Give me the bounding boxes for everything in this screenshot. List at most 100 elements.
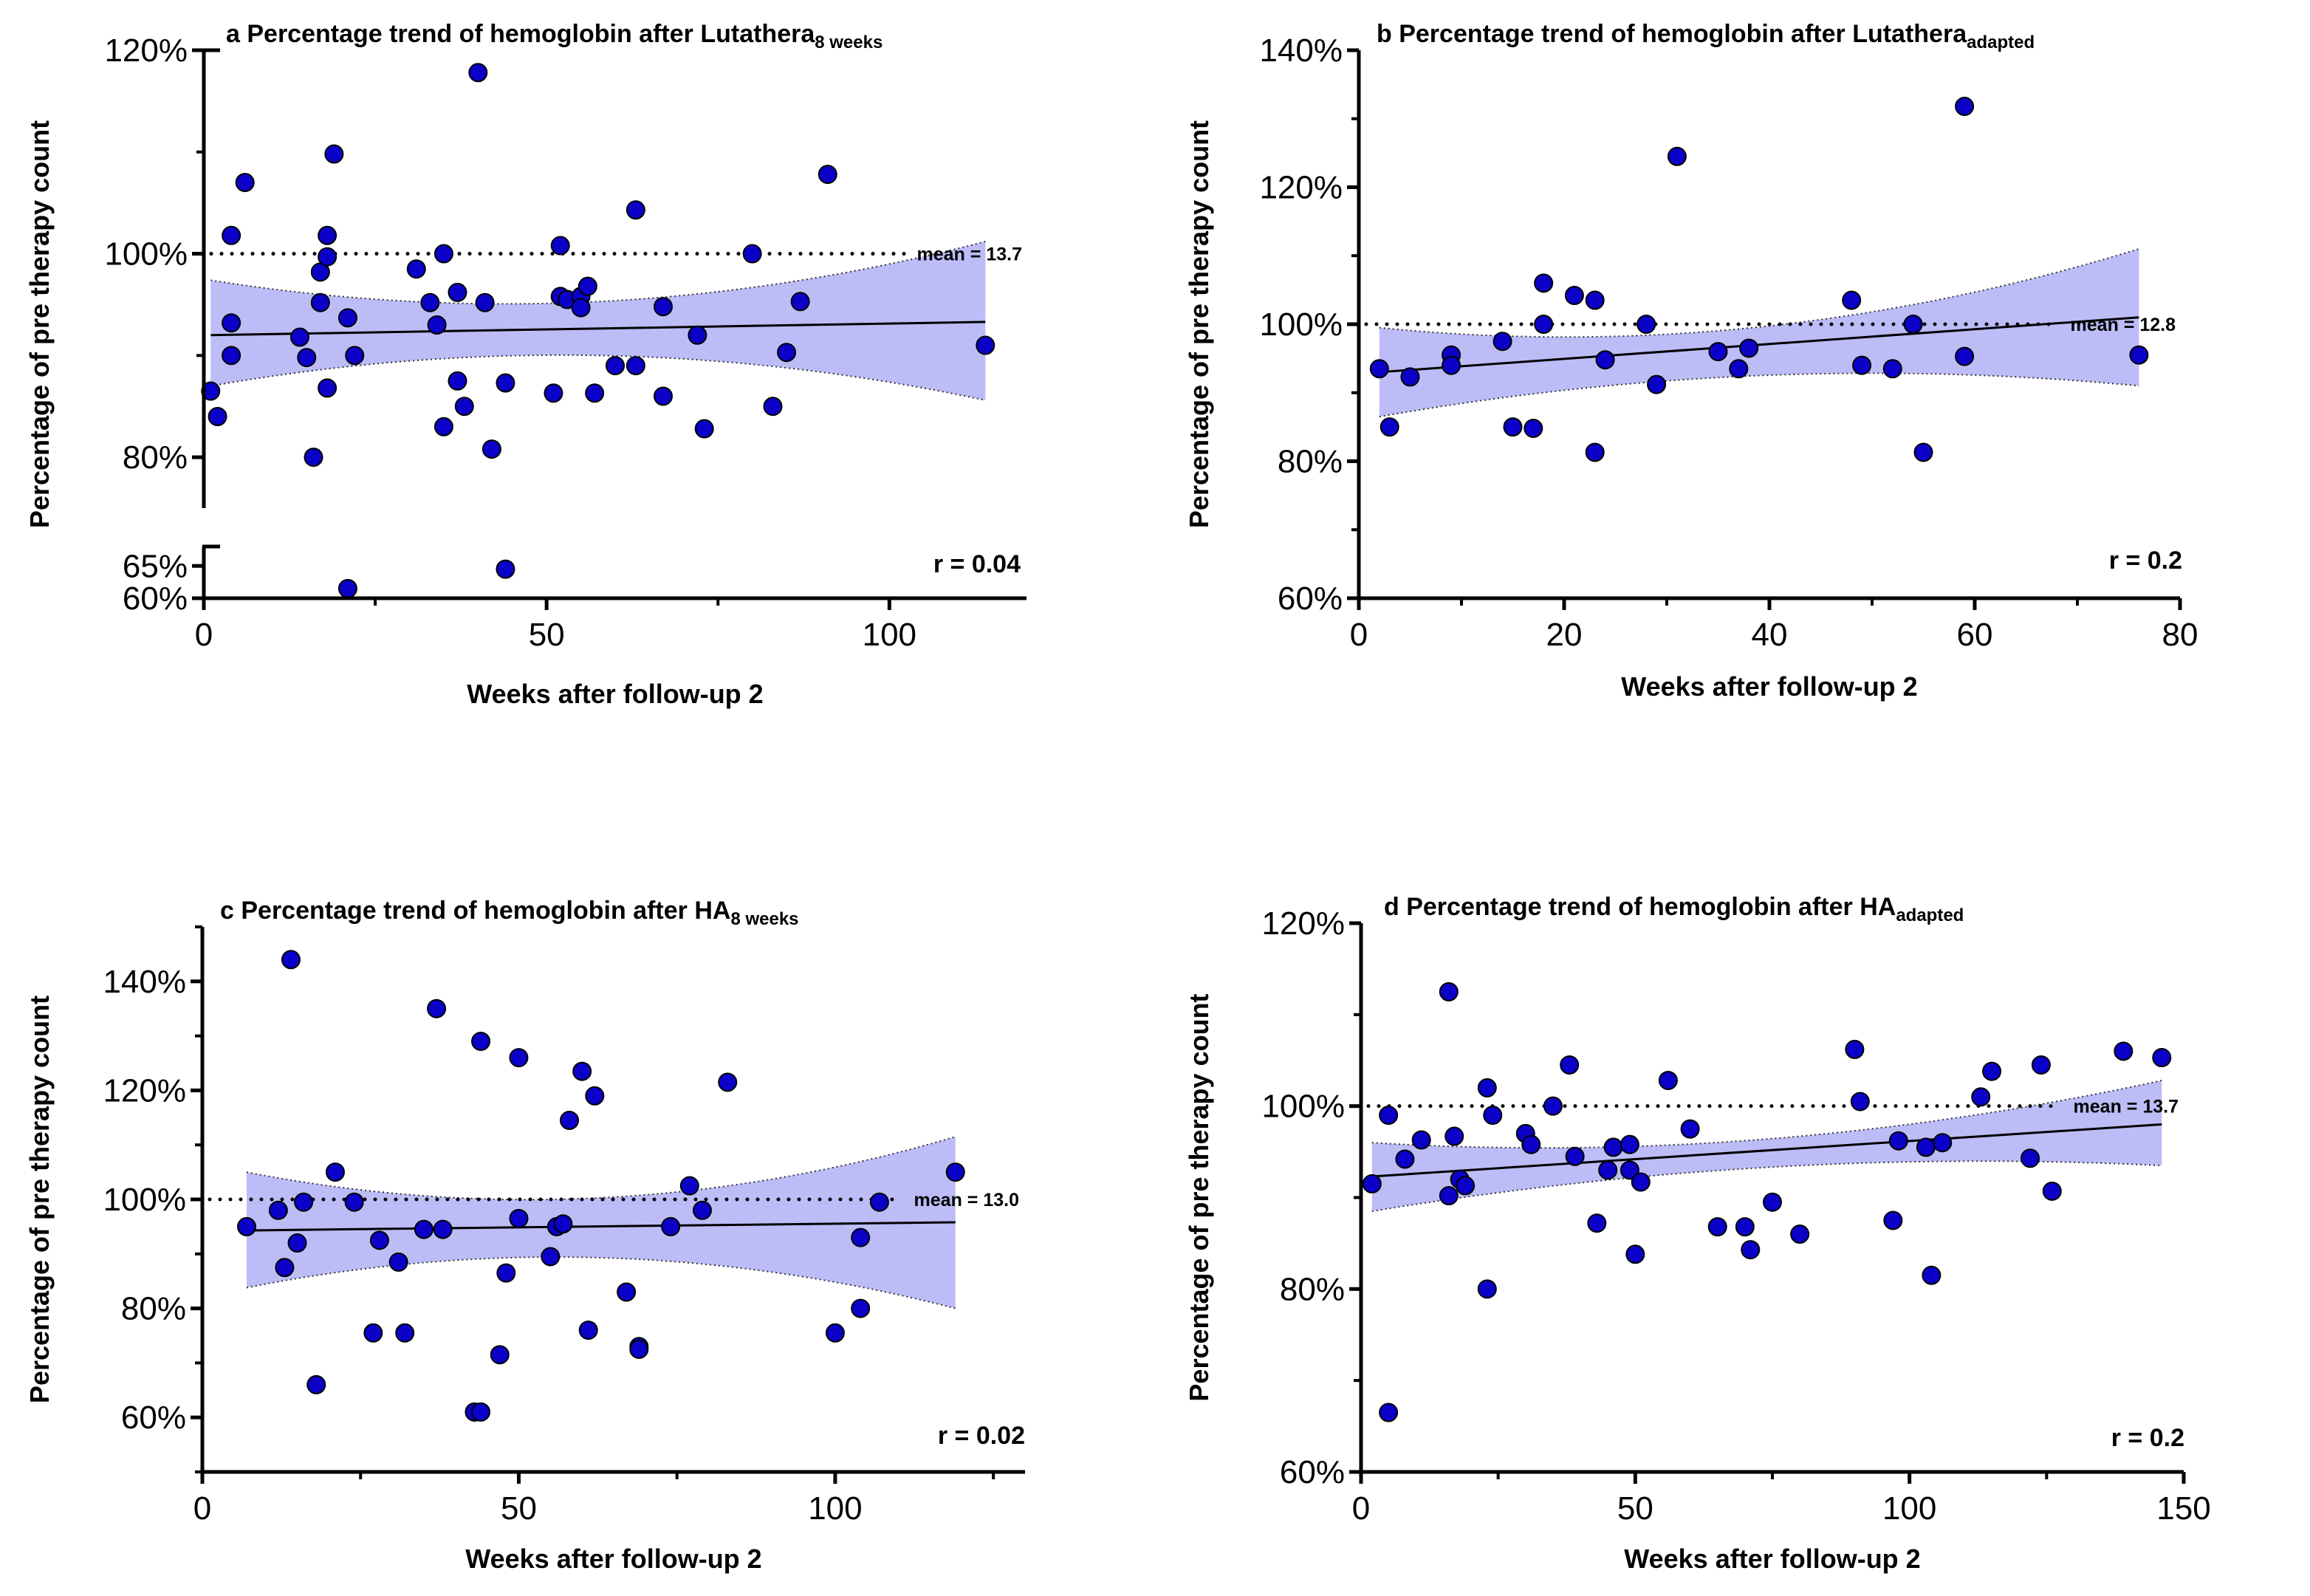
- data-point: [345, 346, 365, 366]
- data-point: [550, 236, 570, 256]
- data-point: [318, 247, 337, 267]
- data-point: [287, 1233, 307, 1253]
- data-point: [1395, 1149, 1415, 1169]
- data-point: [496, 559, 515, 579]
- x-tick-label: 80: [2162, 617, 2198, 653]
- y-tick-label: 60%: [123, 580, 188, 617]
- data-point: [661, 1216, 681, 1236]
- panel-title-main: a Percentage trend of hemoglobin after L…: [226, 20, 815, 48]
- data-point: [1763, 1192, 1782, 1212]
- data-point: [2031, 1055, 2051, 1075]
- data-point: [222, 225, 241, 245]
- panel-title-subscript: 8 weeks: [730, 909, 798, 929]
- data-point: [1400, 367, 1420, 387]
- chart-panel-b: mean = 12.860%80%100%120%140%0 20 40 60 80b …: [1184, 20, 2198, 702]
- confidence-band-upper: [1371, 1080, 2162, 1149]
- data-point: [578, 1321, 598, 1340]
- data-point: [585, 1086, 605, 1106]
- data-point: [1587, 1213, 1607, 1233]
- data-point: [653, 297, 673, 317]
- panel-title-main: c Percentage trend of hemoglobin after H…: [220, 897, 730, 925]
- data-point: [1620, 1160, 1639, 1180]
- x-tick-label: 150: [2156, 1490, 2210, 1527]
- data-point: [1680, 1119, 1700, 1139]
- y-axis-label: Percentage of pre therapy count: [1184, 120, 1214, 528]
- correlation-label: r = 0.04: [933, 550, 1021, 578]
- data-point: [1444, 1126, 1464, 1146]
- data-point: [427, 999, 447, 1018]
- data-point: [337, 578, 357, 598]
- data-point: [337, 308, 357, 328]
- data-point: [572, 1061, 592, 1081]
- data-point: [1888, 1131, 1908, 1151]
- data-point: [617, 1282, 637, 1302]
- correlation-label: r = 0.02: [938, 1422, 1025, 1450]
- data-point: [790, 292, 810, 312]
- mean-label: mean = 13.7: [917, 244, 1022, 265]
- data-point: [1534, 273, 1554, 293]
- confidence-band: [210, 242, 986, 400]
- data-point: [297, 348, 317, 368]
- data-point: [718, 1072, 738, 1092]
- panel-title-main: b Percentage trend of hemoglobin after L…: [1377, 20, 1967, 48]
- confidence-band-upper: [1379, 248, 2139, 338]
- data-point: [1543, 1096, 1563, 1116]
- panel-title-subscript: 8 weeks: [815, 32, 882, 52]
- data-point: [626, 200, 645, 220]
- data-point: [2129, 345, 2149, 365]
- data-point: [1741, 1240, 1761, 1260]
- data-point: [1456, 1176, 1476, 1196]
- data-point: [509, 1208, 529, 1228]
- data-point: [1439, 982, 1459, 1001]
- y-tick-label: 120%: [104, 32, 188, 69]
- data-point: [1631, 1172, 1651, 1192]
- confidence-band-upper: [210, 241, 986, 305]
- data-point: [448, 371, 467, 391]
- data-point: [281, 950, 301, 970]
- data-point: [222, 313, 241, 333]
- y-tick-label: 80%: [1280, 1271, 1345, 1307]
- y-axis-label: Percentage of pre therapy count: [1184, 993, 1214, 1401]
- regression-line: [1371, 1123, 2162, 1178]
- x-tick-label: 100: [808, 1490, 862, 1527]
- confidence-band: [246, 1137, 956, 1309]
- data-point: [578, 276, 597, 296]
- data-point: [471, 1402, 491, 1422]
- data-point: [222, 346, 241, 366]
- data-point: [1739, 338, 1759, 358]
- y-tick-label: 65%: [123, 548, 188, 584]
- data-point: [268, 1200, 288, 1220]
- data-point: [777, 343, 797, 363]
- data-point: [1647, 374, 1667, 394]
- data-point: [1850, 1092, 1870, 1112]
- data-point: [1565, 1146, 1585, 1166]
- data-point: [1667, 146, 1687, 166]
- data-point: [1598, 1160, 1618, 1180]
- data-point: [318, 225, 337, 245]
- data-point: [851, 1298, 871, 1318]
- data-point: [869, 1192, 889, 1212]
- regression-line: [246, 1221, 956, 1232]
- y-tick-label: 120%: [1259, 170, 1343, 206]
- data-point: [1971, 1087, 1991, 1107]
- y-tick-label: 80%: [123, 439, 188, 476]
- data-point: [236, 1216, 256, 1236]
- data-point: [1439, 1186, 1459, 1206]
- data-point: [688, 325, 707, 345]
- data-point: [1524, 418, 1543, 438]
- data-point: [606, 356, 625, 376]
- data-point: [388, 1252, 408, 1272]
- data-point: [1585, 442, 1605, 462]
- data-point: [1442, 355, 1461, 375]
- x-tick-label: 100: [863, 617, 916, 653]
- data-point: [201, 381, 221, 401]
- x-axis-label: Weeks after follow-up 2: [467, 679, 763, 709]
- y-tick-label: 60%: [1278, 580, 1343, 617]
- data-point: [1379, 1106, 1399, 1126]
- data-point: [1790, 1225, 1810, 1244]
- data-point: [1620, 1134, 1639, 1154]
- data-point: [560, 1110, 580, 1130]
- panel-title-subscript: adapted: [1896, 905, 1964, 925]
- data-point: [471, 1031, 491, 1051]
- data-point: [629, 1339, 649, 1359]
